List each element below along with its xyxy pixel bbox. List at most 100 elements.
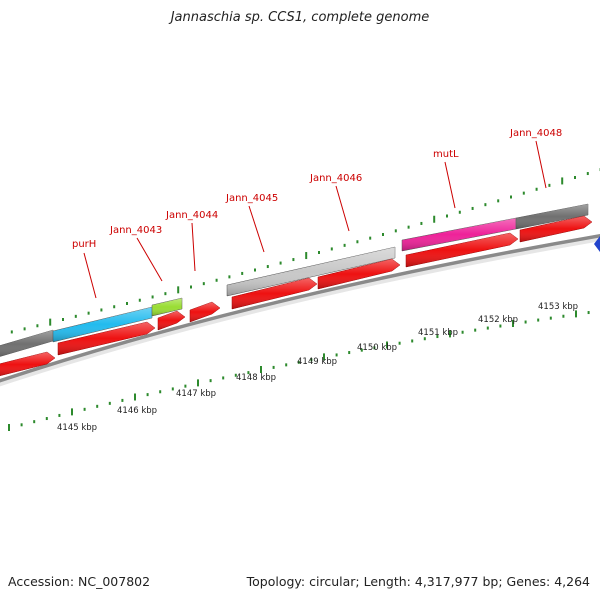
backbone-halo (0, 234, 600, 387)
upper-tick (407, 225, 410, 229)
lower-tick (562, 314, 565, 318)
gene-box-mutL-shade (402, 218, 516, 251)
kbp-label: 4151 kbp (418, 328, 458, 338)
lower-tick (575, 310, 577, 318)
gene-box-Jann_4048-shade (516, 204, 588, 229)
upper-tick (62, 318, 64, 321)
lower-tick (83, 407, 86, 411)
kbp-label: 4146 kbp (117, 406, 157, 416)
upper-tick (446, 214, 448, 218)
upper-tick (177, 286, 180, 294)
upper-tick (228, 275, 231, 279)
lower-tick (537, 318, 540, 322)
upper-tick (49, 318, 52, 326)
upper-tick (471, 206, 474, 210)
upper-tick (382, 233, 384, 236)
gene-label-leader (444, 161, 456, 209)
upper-tick (113, 305, 116, 309)
lower-tick (285, 363, 288, 367)
kbp-label: 4148 kbp (236, 373, 276, 383)
lower-tick (587, 311, 590, 315)
lower-tick (310, 358, 313, 362)
gene-label-purH[interactable]: purH (72, 239, 96, 250)
upper-tick (164, 292, 167, 296)
lower-tick (436, 335, 439, 339)
backbone-track (0, 233, 600, 383)
upper-tick (151, 295, 154, 299)
upper-tick (343, 243, 346, 247)
lower-tick (8, 424, 10, 431)
upper-tick (241, 271, 244, 275)
kbp-label: 4149 kbp (297, 357, 337, 367)
lower-tick (524, 320, 527, 324)
lower-tick (146, 393, 149, 397)
gene-box-purH-shade (53, 307, 152, 342)
gene-label-Jann_4048[interactable]: Jann_4048 (509, 128, 562, 139)
upper-tick (497, 199, 500, 203)
upper-tick (10, 330, 13, 334)
lower-tick (197, 379, 199, 387)
topology-summary: Topology: circular; Length: 4,317,977 bp… (246, 574, 590, 589)
gene-label-leader (191, 222, 196, 272)
lower-tick (398, 341, 401, 345)
lower-tick (335, 353, 338, 357)
gene-box-left-shade (0, 330, 53, 357)
gene-label-leader (136, 237, 163, 282)
upper-tick (433, 215, 436, 223)
upper-tick (330, 247, 333, 251)
lower-tick (272, 365, 275, 369)
upper-tick (369, 236, 372, 240)
lower-tick (373, 346, 376, 350)
lower-tick (449, 330, 451, 338)
lower-tick (323, 353, 325, 361)
cds-arrow-5-shade (232, 278, 317, 309)
cds-arrow-4-shade (190, 302, 220, 322)
edge-marker (594, 236, 600, 252)
upper-tick (138, 298, 141, 302)
lower-tick (499, 324, 502, 328)
accession-text: Accession: NC_007802 (8, 574, 151, 589)
lower-tick (96, 404, 99, 408)
cds-arrow-7-shade (406, 233, 518, 267)
upper-tick (484, 203, 487, 207)
lower-tick (247, 371, 250, 375)
gene-label-Jann_4045[interactable]: Jann_4045 (225, 193, 278, 204)
lower-tick (474, 328, 477, 332)
upper-tick (510, 195, 512, 199)
upper-tick (202, 282, 205, 286)
kbp-label: 4153 kbp (538, 302, 578, 312)
lower-tick (33, 420, 36, 424)
lower-tick (71, 408, 73, 416)
lower-tick (121, 398, 124, 402)
lower-tick (411, 339, 414, 343)
upper-tick (100, 308, 103, 312)
upper-tick (394, 229, 397, 233)
lower-tick (134, 393, 136, 401)
lower-tick (512, 320, 514, 327)
upper-tick (36, 324, 39, 328)
upper-tick (458, 210, 461, 214)
lower-tick (171, 387, 174, 391)
upper-tick (126, 302, 128, 305)
lower-tick (234, 373, 237, 377)
lower-tick (297, 360, 300, 364)
gene-label-mutL[interactable]: mutL (433, 149, 459, 160)
kbp-label: 4147 kbp (176, 389, 216, 399)
upper-tick (356, 240, 359, 244)
gene-label-Jann_4043[interactable]: Jann_4043 (109, 225, 162, 236)
upper-tick (23, 327, 26, 331)
upper-tick (574, 176, 576, 179)
upper-tick (254, 268, 256, 272)
lower-tick (20, 423, 23, 427)
upper-tick (522, 191, 525, 195)
gene-label-Jann_4044[interactable]: Jann_4044 (165, 210, 218, 221)
lower-tick (45, 417, 48, 421)
lower-tick (486, 326, 489, 330)
lower-tick (159, 390, 162, 394)
cds-arrow-2-shade (58, 322, 155, 355)
upper-tick (292, 258, 295, 262)
gene-box-Jann_4043-shade (152, 298, 182, 316)
upper-tick (561, 177, 564, 185)
gene-label-Jann_4046[interactable]: Jann_4046 (309, 173, 362, 184)
